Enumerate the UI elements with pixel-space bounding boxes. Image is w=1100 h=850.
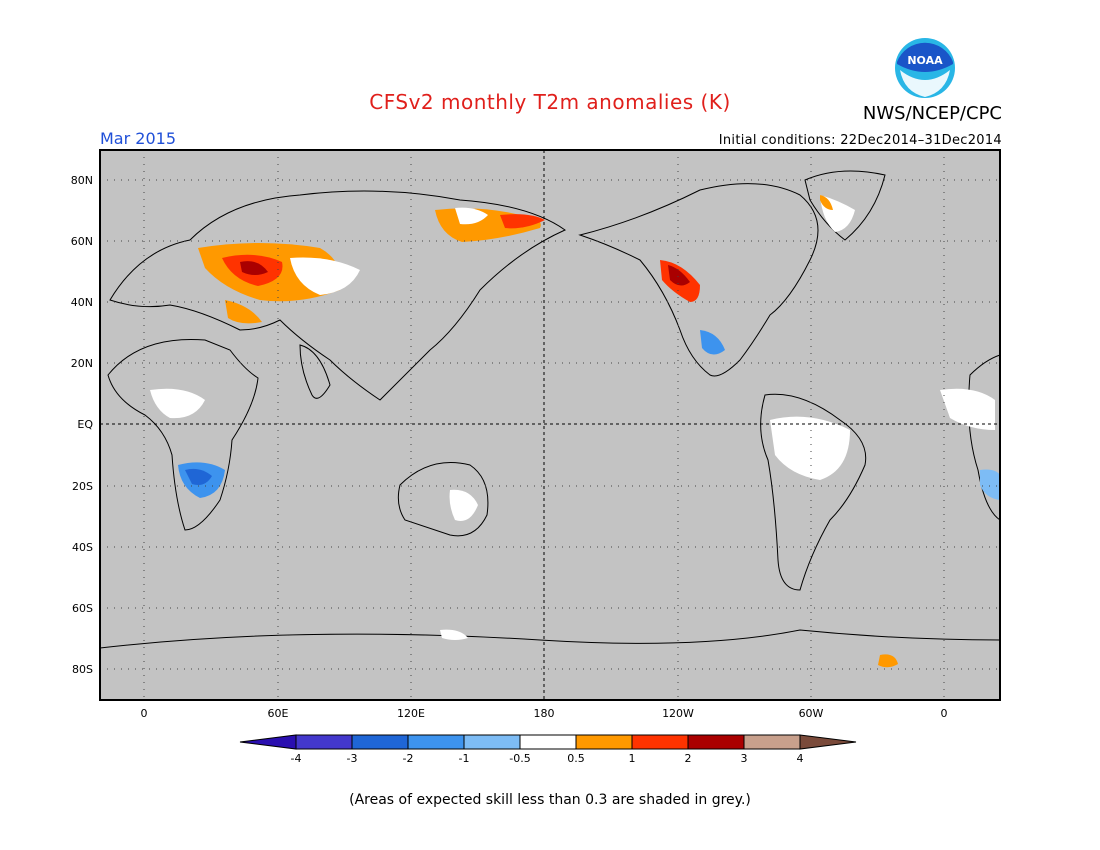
colorbar-label: -3 <box>347 752 358 765</box>
colorbar-segment <box>743 734 801 750</box>
lat-label: 60S <box>72 602 93 615</box>
map-gridlines <box>100 150 1000 700</box>
colorbar-segment <box>519 734 577 750</box>
lat-label: EQ <box>77 418 93 431</box>
agency-label: NWS/NCEP/CPC <box>862 103 1002 124</box>
colorbar-label: 0.5 <box>567 752 585 765</box>
colorbar-segment <box>239 734 297 750</box>
longitude-ticks: 0 60E 120E 180 120W 60W 0 <box>141 707 948 720</box>
svg-text:NOAA: NOAA <box>907 54 943 67</box>
colorbar-segment <box>799 734 857 750</box>
lon-label: 0 <box>141 707 148 720</box>
lon-label: 120W <box>662 707 694 720</box>
lat-label: 40N <box>71 296 93 309</box>
lat-label: 20S <box>72 480 93 493</box>
lon-label: 0 <box>941 707 948 720</box>
lon-label: 60E <box>268 707 289 720</box>
colorbar-label: 1 <box>629 752 636 765</box>
forecast-period: Mar 2015 <box>100 129 176 148</box>
footnote: (Areas of expected skill less than 0.3 a… <box>349 792 751 808</box>
colorbar-label: -4 <box>291 752 302 765</box>
colorbar-label: 2 <box>685 752 692 765</box>
colorbar-segment <box>575 734 633 750</box>
lon-label: 120E <box>397 707 425 720</box>
colorbar-segment <box>407 734 465 750</box>
colorbar-segment <box>295 734 353 750</box>
colorbar-segment <box>463 734 521 750</box>
lat-label: 20N <box>71 357 93 370</box>
colorbar-label: 3 <box>741 752 748 765</box>
lat-label: 60N <box>71 235 93 248</box>
colorbar-segment <box>351 734 409 750</box>
colorbar-label: -2 <box>403 752 414 765</box>
map-frame <box>99 149 1001 701</box>
noaa-logo: NOAA <box>895 38 955 98</box>
colorbar-label: -1 <box>459 752 470 765</box>
colorbar: -4 -3 -2 -1 -0.5 0.5 1 2 3 4 <box>239 734 857 765</box>
lat-label: 80N <box>71 174 93 187</box>
colorbar-segment <box>631 734 689 750</box>
chart-title: CFSv2 monthly T2m anomalies (K) <box>369 90 731 114</box>
lat-label: 80S <box>72 663 93 676</box>
colorbar-label: -0.5 <box>509 752 530 765</box>
latitude-ticks: 80N 60N 40N 20N EQ 20S 40S 60S 80S <box>71 174 94 676</box>
colorbar-segment <box>687 734 745 750</box>
map-background <box>100 150 1000 700</box>
lon-label: 180 <box>534 707 555 720</box>
map-shapes <box>99 170 1001 700</box>
initial-conditions: Initial conditions: 22Dec2014–31Dec2014 <box>718 133 1002 148</box>
colorbar-label: 4 <box>797 752 804 765</box>
lon-label: 60W <box>799 707 824 720</box>
lat-label: 40S <box>72 541 93 554</box>
